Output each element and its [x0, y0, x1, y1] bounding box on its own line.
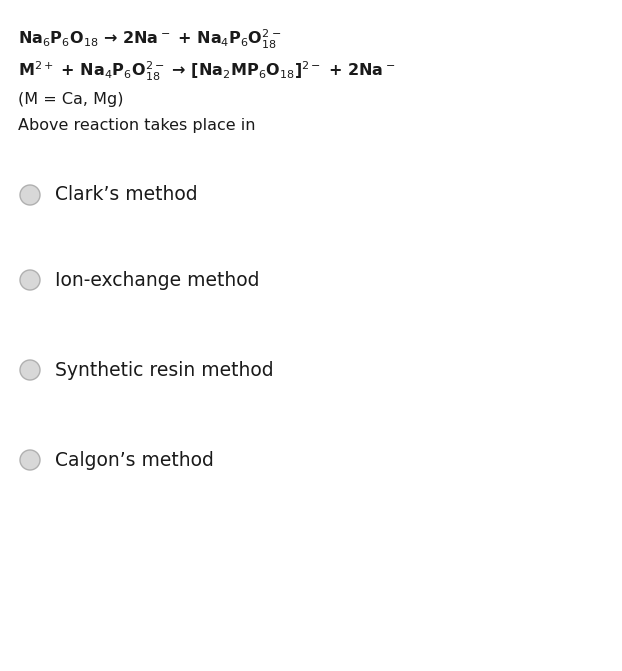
Text: Above reaction takes place in: Above reaction takes place in [18, 118, 256, 133]
Circle shape [20, 270, 40, 290]
Text: Ion-exchange method: Ion-exchange method [55, 270, 259, 289]
Circle shape [20, 185, 40, 205]
Text: Synthetic resin method: Synthetic resin method [55, 360, 274, 380]
Text: Calgon’s method: Calgon’s method [55, 450, 214, 470]
Circle shape [20, 360, 40, 380]
Text: Clark’s method: Clark’s method [55, 185, 198, 205]
Text: M$^{2+}$ + Na$_4$P$_6$O$_{18}^{2-}$ → [Na$_2$MP$_6$O$_{18}$]$^{2-}$ + 2Na$^-$: M$^{2+}$ + Na$_4$P$_6$O$_{18}^{2-}$ → [N… [18, 60, 395, 83]
Circle shape [20, 450, 40, 470]
Text: Na$_6$P$_6$O$_{18}$ → 2Na$^-$ + Na$_4$P$_6$O$_{18}^{2-}$: Na$_6$P$_6$O$_{18}$ → 2Na$^-$ + Na$_4$P$… [18, 28, 281, 51]
Text: (M = Ca, Mg): (M = Ca, Mg) [18, 92, 124, 107]
